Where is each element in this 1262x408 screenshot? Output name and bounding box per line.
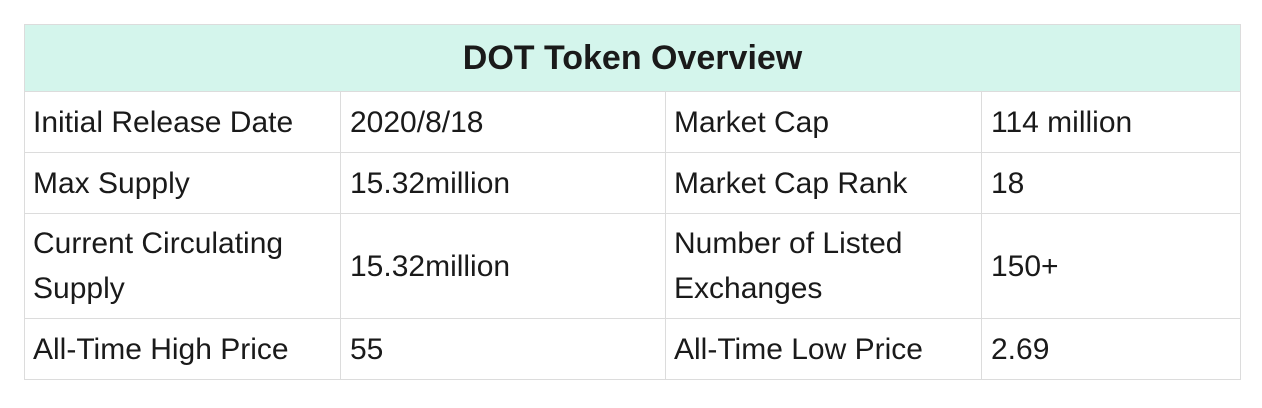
row-label: All-Time High Price [24, 318, 341, 380]
token-overview-container: DOT Token Overview Initial Release Date … [23, 24, 1242, 380]
row-label: Market Cap Rank [665, 152, 982, 214]
row-label: Initial Release Date [24, 91, 341, 153]
table-row: Max Supply 15.32million Market Cap Rank … [24, 152, 1242, 214]
row-value: 15.32million [340, 213, 666, 319]
row-value: 2.69 [980, 318, 1242, 380]
table-title: DOT Token Overview [23, 24, 1242, 92]
row-label: Max Supply [24, 152, 341, 214]
row-label: Market Cap [665, 91, 982, 153]
table-header-row: DOT Token Overview [23, 24, 1242, 92]
row-value: 150+ [980, 213, 1242, 319]
table-row: Current Circulating Supply 15.32million … [24, 213, 1242, 319]
row-label: All-Time Low Price [665, 318, 982, 380]
table-row: All-Time High Price 55 All-Time Low Pric… [24, 318, 1242, 380]
token-overview-table: DOT Token Overview Initial Release Date … [23, 24, 1242, 380]
row-label: Current Circulating Supply [24, 213, 341, 319]
table-row: Initial Release Date 2020/8/18 Market Ca… [24, 91, 1242, 153]
row-value: 114 million [980, 91, 1242, 153]
row-value: 15.32million [340, 152, 666, 214]
row-label: Number of Listed Exchanges [665, 213, 982, 319]
row-value: 55 [340, 318, 666, 380]
row-value: 2020/8/18 [340, 91, 666, 153]
row-value: 18 [980, 152, 1242, 214]
